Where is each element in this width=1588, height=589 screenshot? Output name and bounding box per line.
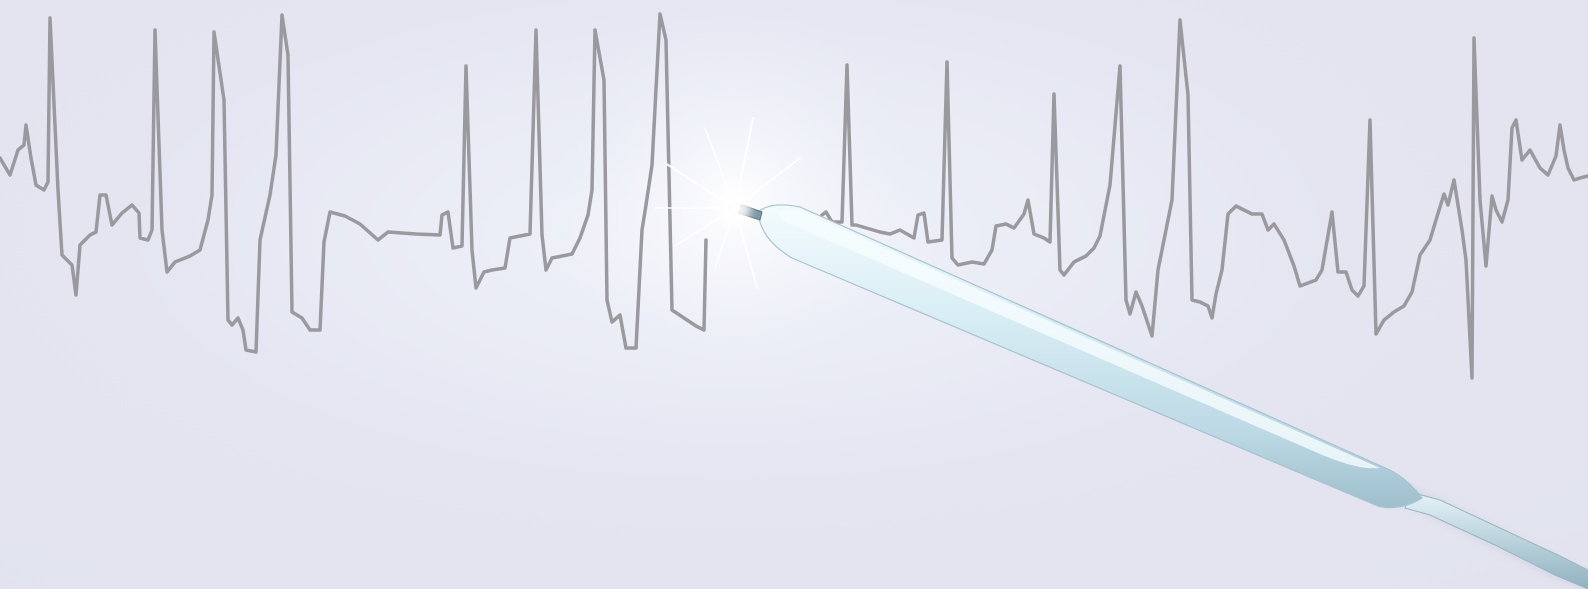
ecg-waveform <box>0 12 708 354</box>
ecg-waveform-right <box>820 18 1588 380</box>
catheter-wire <box>1404 491 1588 589</box>
catheter-highlight <box>778 210 1380 469</box>
catheter-tip-spark <box>654 117 801 289</box>
